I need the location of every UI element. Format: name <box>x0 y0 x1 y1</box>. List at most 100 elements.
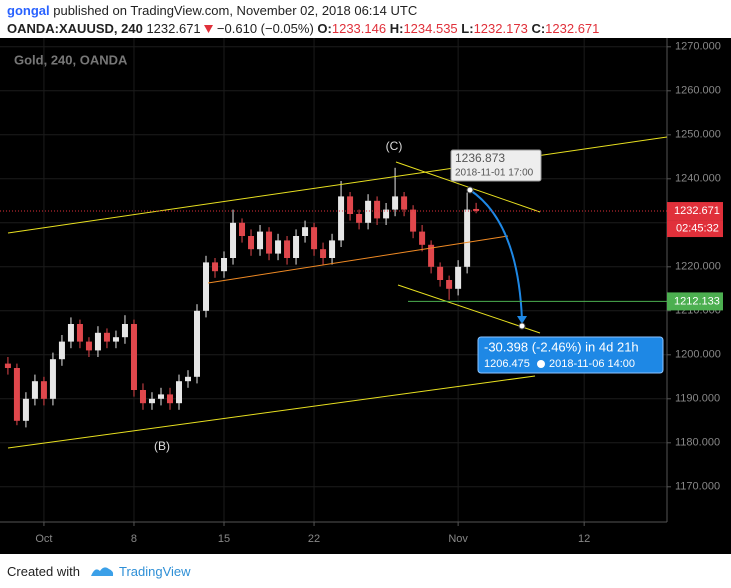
target-time: 2018-11-06 14:00 <box>549 358 635 370</box>
price-label: 1212.133 <box>674 295 720 307</box>
candle-body <box>401 196 408 210</box>
last-price: 1232.671 <box>146 21 201 36</box>
candle-body <box>194 310 201 377</box>
x-tick-label: Nov <box>448 533 468 545</box>
candle-body <box>112 337 119 342</box>
candle-body <box>139 390 146 404</box>
change: −0.610 (−0.05%) <box>216 21 314 36</box>
x-tick-label: 8 <box>131 533 137 545</box>
candle-body <box>473 208 480 212</box>
candle-body <box>302 227 309 236</box>
candle-body <box>266 231 273 254</box>
candle-body <box>248 236 255 250</box>
y-tick-label: 1270.000 <box>675 41 721 53</box>
candle-body <box>221 258 228 272</box>
candle-body <box>157 394 164 399</box>
end-point <box>518 322 526 330</box>
candle-body <box>40 381 47 399</box>
candle-body <box>121 324 128 338</box>
tooltip-price: 1236.873 <box>455 151 505 165</box>
x-tick-label: 15 <box>218 533 230 545</box>
x-tick-label: 12 <box>578 533 590 545</box>
candle-body <box>464 209 471 267</box>
candles <box>4 167 480 428</box>
measure-text: -30.398 (-2.46%) in 4d 21h <box>484 339 639 354</box>
start-point <box>466 186 474 194</box>
candle-body <box>184 376 191 382</box>
candle-body <box>67 324 74 342</box>
candle-body <box>428 244 435 267</box>
channel-lower <box>7 375 536 449</box>
axes: 1170.0001180.0001190.0001200.0001210.000… <box>0 41 723 545</box>
candle-body <box>257 231 264 250</box>
candle-body <box>347 196 354 214</box>
candle-body <box>392 196 399 210</box>
countdown-box <box>667 220 723 238</box>
candle-body <box>446 280 453 289</box>
candle-body <box>410 209 417 232</box>
candle-body <box>311 227 318 250</box>
quote-line: OANDA:XAUUSD, 240 1232.671 −0.610 (−0.05… <box>7 21 599 36</box>
clock-icon <box>537 360 545 368</box>
candle-body <box>4 363 11 368</box>
high: 1234.535 <box>403 21 458 36</box>
price-label: 1232.671 <box>674 205 720 217</box>
h-label: H: <box>389 21 404 36</box>
candle-body <box>212 262 219 272</box>
y-tick-label: 1200.000 <box>675 349 721 361</box>
created-with: Created with <box>7 563 80 579</box>
y-tick-label: 1190.000 <box>675 393 720 405</box>
candle-body <box>85 341 92 351</box>
candle-body <box>203 262 210 311</box>
author[interactable]: gongal <box>7 3 50 18</box>
o-label: O: <box>317 21 332 36</box>
price-label-box <box>667 292 723 311</box>
l-label: L: <box>461 21 474 36</box>
candle-body <box>383 209 390 219</box>
candle-body <box>365 200 372 223</box>
footer: Created with TradingView <box>7 563 191 579</box>
price-label-box <box>667 202 723 221</box>
candle-body <box>148 398 155 404</box>
tooltip-time: 2018-11-01 17:00 <box>455 168 534 179</box>
candle-body <box>239 222 246 236</box>
candle-body <box>13 368 20 421</box>
published: published on TradingView.com, November 0… <box>53 3 418 18</box>
projection-arc <box>469 189 523 321</box>
measure-box <box>477 336 664 374</box>
candle-body <box>320 249 327 258</box>
candle-body <box>437 266 444 280</box>
candle-body <box>329 240 336 258</box>
candle-body <box>130 324 137 390</box>
chart-title: Gold, 240, OANDA <box>14 52 128 67</box>
chart: Gold, 240, OANDA (C) (B) 1236.873 2018-1… <box>0 38 731 554</box>
candle-body <box>58 341 65 360</box>
wedge-upper <box>395 161 541 213</box>
candle-body <box>455 266 462 289</box>
candle-body <box>293 236 300 258</box>
candle-body <box>166 394 173 404</box>
y-tick-label: 1220.000 <box>675 261 721 273</box>
x-tick-label: Oct <box>35 533 52 545</box>
logo <box>90 567 114 576</box>
orange-line <box>207 235 509 284</box>
y-tick-label: 1250.000 <box>675 129 721 141</box>
down-arrow <box>204 25 214 33</box>
symbol: OANDA:XAUUSD, 240 <box>7 21 143 36</box>
candle-body <box>103 332 110 342</box>
y-tick-label: 1180.000 <box>675 437 720 449</box>
candle-body <box>275 240 282 254</box>
candle-body <box>419 231 426 245</box>
x-tick-label: 22 <box>308 533 320 545</box>
brand[interactable]: TradingView <box>118 563 191 579</box>
y-tick-label: 1170.000 <box>675 481 720 493</box>
low: 1232.173 <box>473 21 528 36</box>
arrow-head <box>517 316 527 324</box>
candle-body <box>22 398 29 421</box>
candle-body <box>175 381 182 404</box>
wave-label: (B) <box>154 439 170 453</box>
target-price: 1206.475 <box>484 358 530 370</box>
candle-body <box>338 196 345 241</box>
drawings <box>7 136 668 449</box>
